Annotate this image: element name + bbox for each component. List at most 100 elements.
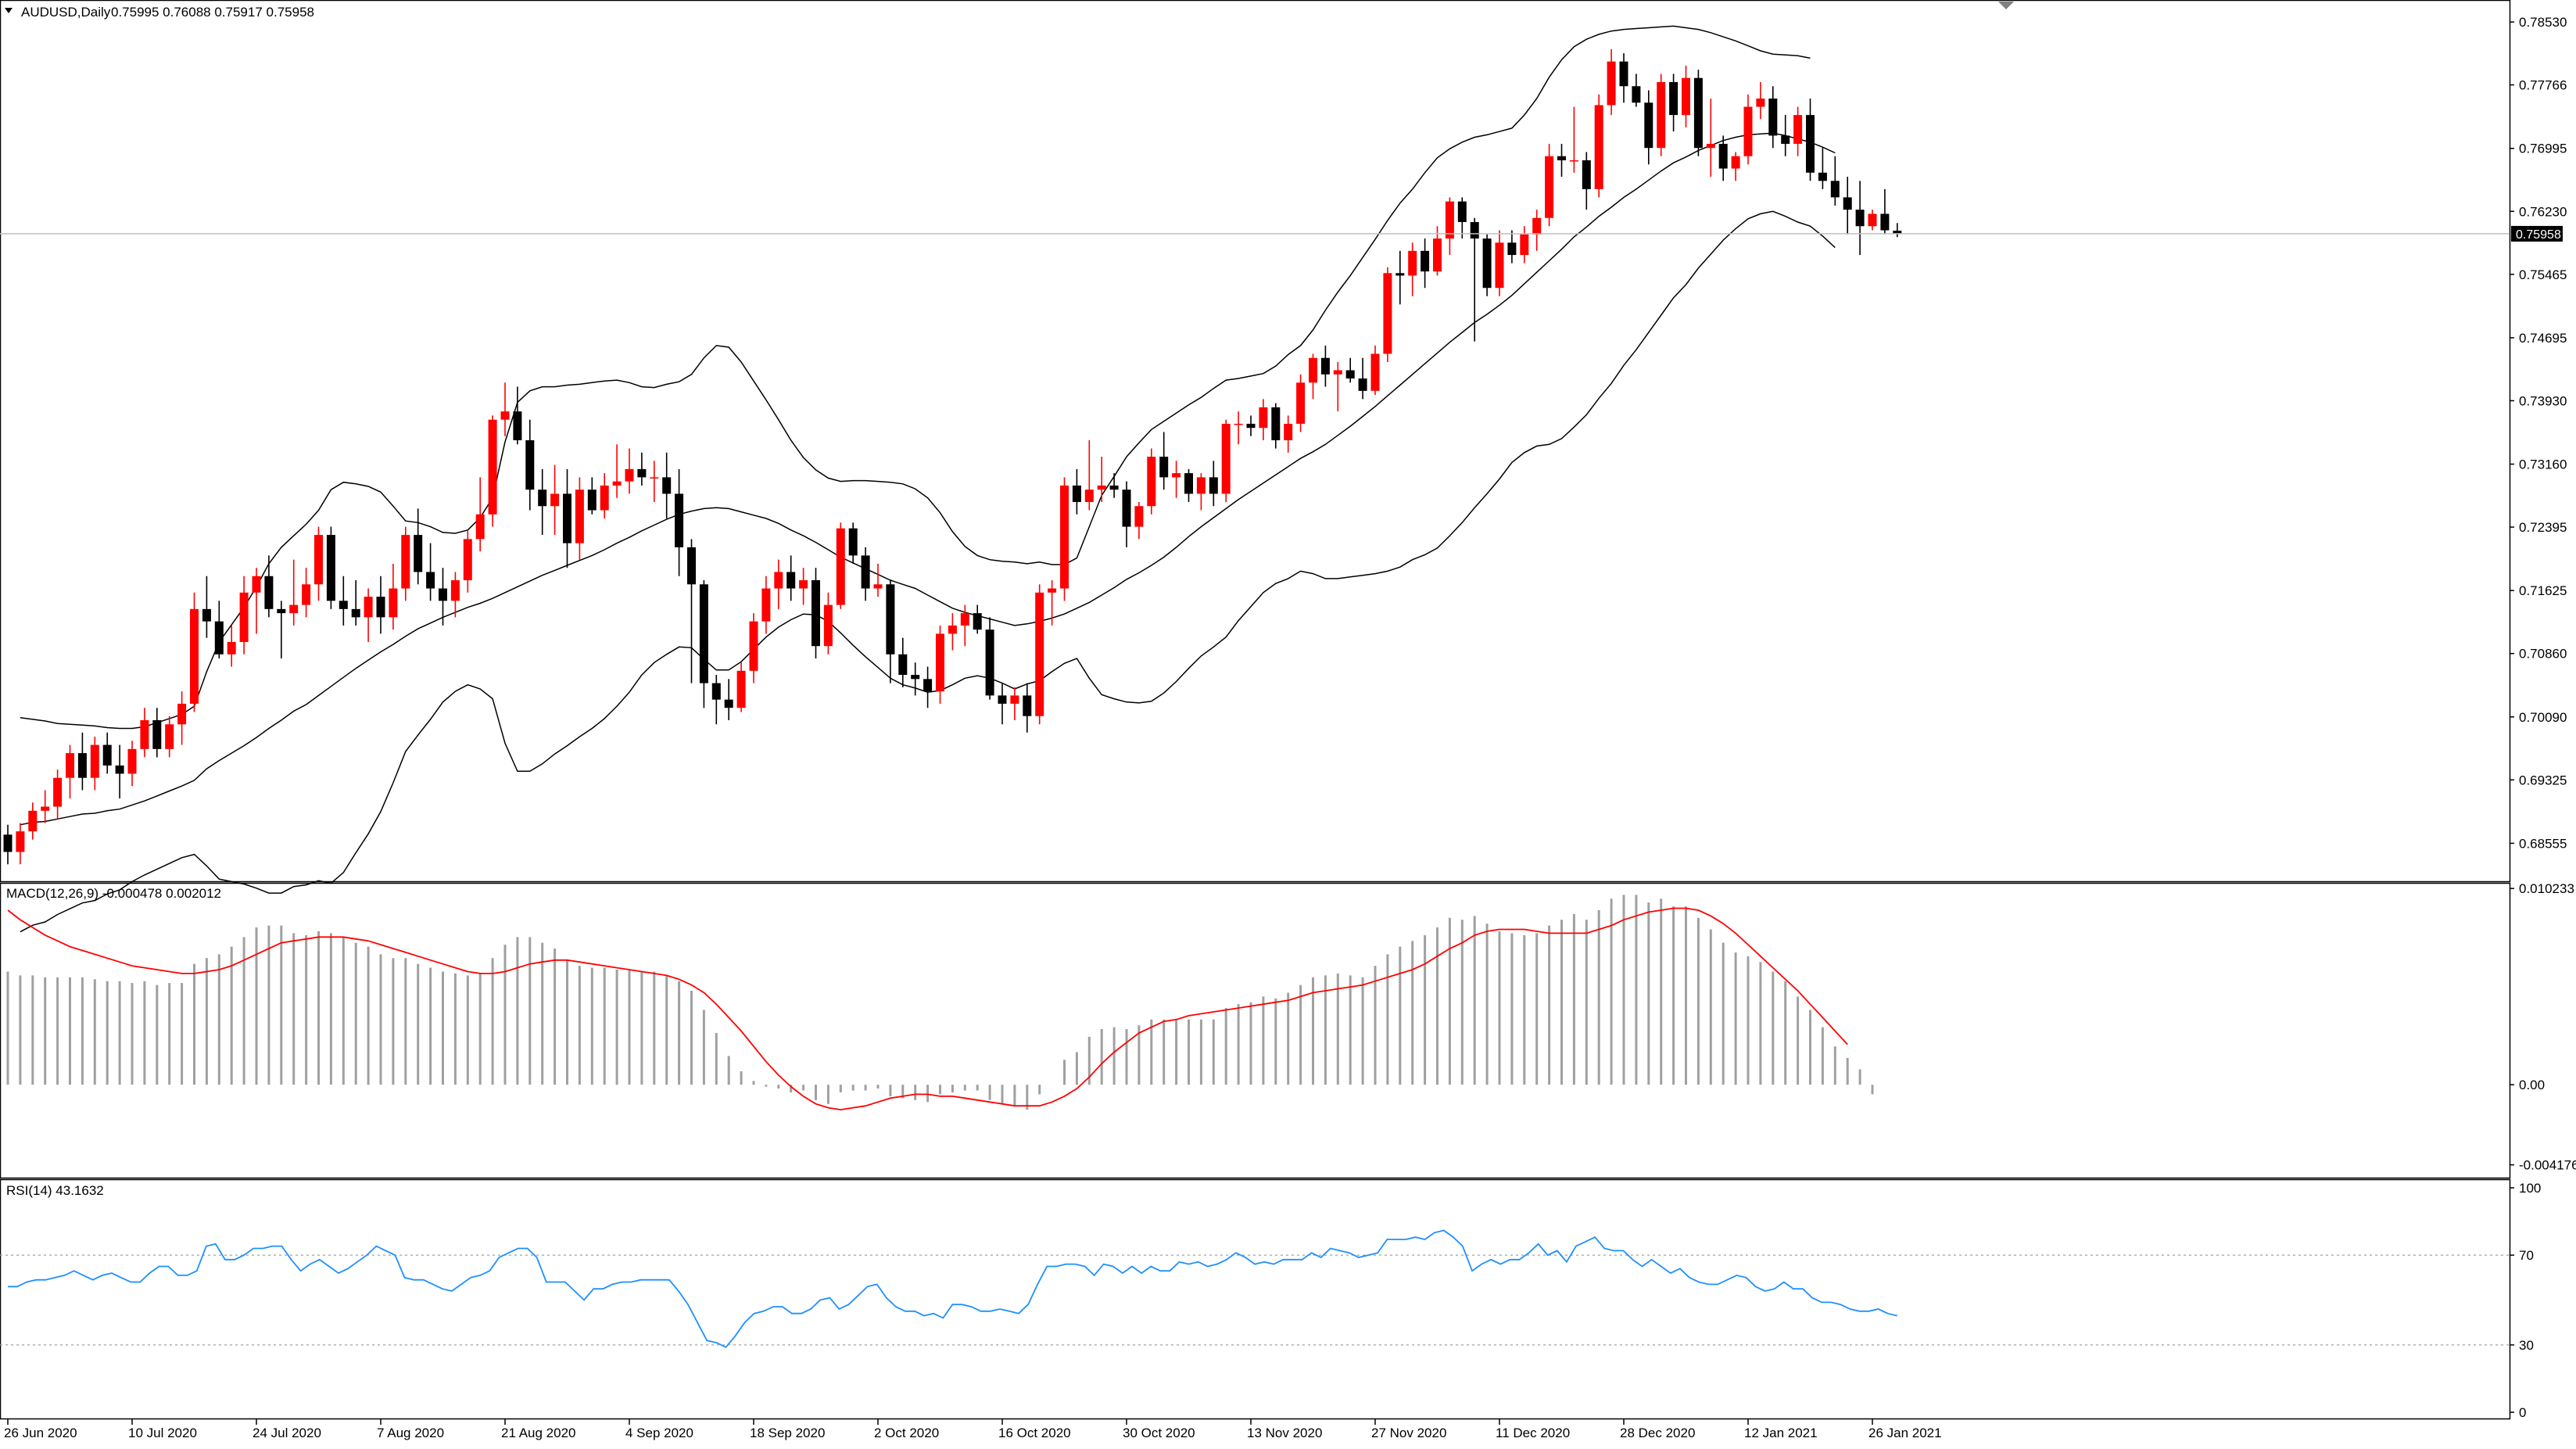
candle-body (575, 490, 584, 543)
time-axis-label: 27 Nov 2020 (1371, 1426, 1446, 1440)
candle-body (538, 490, 547, 507)
candle-body (1421, 250, 1430, 272)
candle-body (475, 514, 485, 540)
candle-body (1035, 592, 1044, 716)
candle-body (90, 744, 99, 778)
candle-body (1060, 485, 1069, 589)
time-axis-label: 4 Sep 2020 (625, 1426, 693, 1440)
candle-body (587, 490, 597, 511)
symbol-dropdown-icon[interactable] (5, 8, 13, 13)
candle-body (1843, 197, 1852, 210)
candle-body (1221, 423, 1231, 494)
macd-title: MACD(12,26,9) -0.000478 0.002012 (6, 886, 221, 901)
candle-body (936, 633, 944, 692)
time-axis-label: 11 Dec 2020 (1496, 1426, 1570, 1440)
macd-axis-label: -0.004176 (2519, 1158, 2576, 1173)
price-axis-label: 0.76995 (2519, 142, 2567, 156)
candle-body (165, 724, 174, 749)
rsi-line (8, 1229, 1898, 1348)
candle-body (1594, 105, 1603, 189)
candle-body (190, 608, 199, 704)
candle-body (1743, 106, 1753, 156)
candle-body (861, 555, 870, 589)
candle-body (1184, 473, 1193, 494)
candle-body (1718, 143, 1728, 169)
candle-body (675, 493, 684, 547)
candle-body (1557, 156, 1566, 161)
candle-body (264, 576, 274, 609)
price-axis-label: 0.73160 (2519, 457, 2567, 472)
candle-body (699, 584, 708, 683)
candle-body (1793, 115, 1803, 144)
candle-body (960, 613, 969, 626)
candle-body (1159, 457, 1169, 478)
candle-body (1370, 353, 1380, 391)
time-axis-label: 26 Jan 2021 (1868, 1426, 1942, 1440)
candle-body (1284, 423, 1293, 440)
candle-body (612, 481, 622, 486)
candle-body (1395, 273, 1405, 276)
candle-body (1048, 588, 1057, 593)
rsi-axis-label: 0 (2519, 1405, 2526, 1420)
time-axis-label: 12 Jan 2021 (1744, 1426, 1818, 1440)
candle-body (1097, 485, 1106, 490)
candle-body (1768, 99, 1778, 136)
candle-body (127, 748, 137, 774)
price-axis-label: 0.71625 (2519, 583, 2567, 598)
candle-body (1234, 423, 1243, 425)
time-axis-label: 13 Nov 2020 (1247, 1426, 1322, 1440)
candle-body (1532, 217, 1542, 235)
rsi-axis-label: 70 (2519, 1248, 2534, 1263)
candle-body (513, 411, 522, 440)
macd-panel[interactable] (0, 882, 2511, 1179)
candle-body (239, 592, 249, 642)
candle-body (811, 579, 820, 647)
current-price-value: 0.75958 (2516, 228, 2561, 242)
bollinger-upper-line (20, 25, 1811, 730)
macd-axis-label: 0.00 (2519, 1078, 2545, 1092)
candle-body (1868, 213, 1877, 227)
price-panel[interactable] (0, 0, 2511, 883)
candle-body (364, 597, 373, 618)
candle-body (1893, 231, 1902, 234)
candle-body (389, 588, 398, 618)
candle-body (749, 621, 758, 671)
candle-body (77, 753, 87, 778)
price-axis-label: 0.69325 (2519, 773, 2567, 787)
candle-body (1457, 201, 1467, 222)
candle-body (1320, 357, 1330, 375)
candle-body (1296, 382, 1306, 424)
candle-body (401, 535, 410, 589)
candle-body (848, 528, 858, 556)
candle-body (799, 579, 808, 589)
candle-body (1693, 77, 1703, 149)
candle-body (1383, 273, 1392, 354)
price-axis-label: 0.74695 (2519, 331, 2567, 346)
candle-body (1084, 490, 1094, 502)
price-axis-label: 0.77766 (2519, 78, 2567, 93)
candle-body (426, 572, 435, 589)
candle-body (898, 654, 908, 676)
candle-body (1482, 239, 1492, 289)
candle-body (1682, 77, 1690, 116)
candle-body (1582, 160, 1591, 189)
candle-body (1855, 210, 1865, 227)
current-price-badge (2511, 225, 2563, 242)
chart-shift-marker[interactable] (1998, 2, 2014, 9)
candle-body (1830, 181, 1840, 198)
symbol-label: AUDUSD,Daily (21, 5, 111, 20)
candle-body (1010, 695, 1019, 704)
candle-body (202, 608, 211, 622)
candle-body (1023, 695, 1032, 716)
candle-body (1706, 143, 1715, 149)
price-axis-label: 0.76230 (2519, 204, 2567, 219)
candle-body (1109, 485, 1119, 490)
rsi-title: RSI(14) 43.1632 (6, 1183, 104, 1198)
candle-body (1880, 213, 1890, 231)
rsi-panel[interactable] (0, 1178, 2511, 1420)
candle-body (736, 670, 746, 708)
price-axis-label: 0.70860 (2519, 647, 2567, 662)
candle-body (1781, 135, 1790, 144)
